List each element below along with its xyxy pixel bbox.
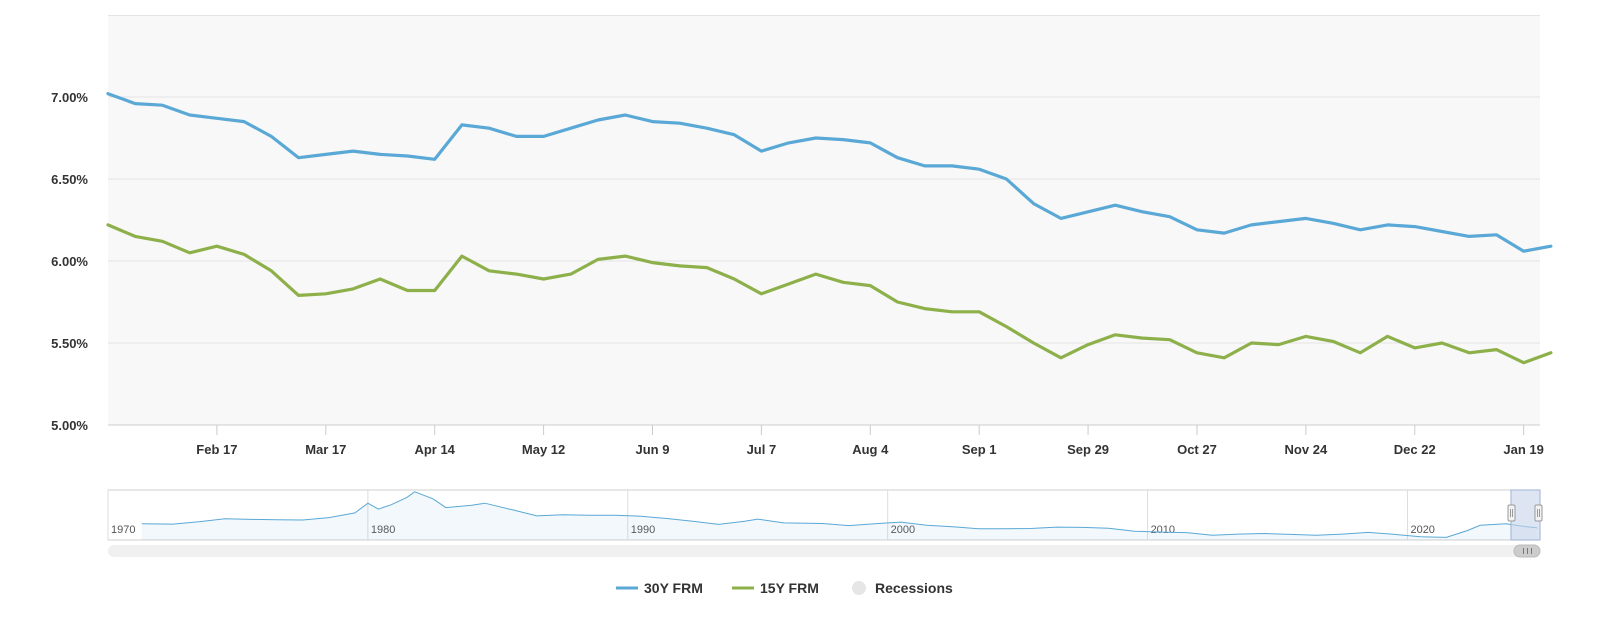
- navigator-year-label: 1980: [371, 524, 395, 536]
- x-tick-label: Jul 7: [747, 442, 777, 457]
- navigator-left-handle[interactable]: [1507, 504, 1516, 522]
- series-line-15y[interactable]: [106, 223, 1553, 365]
- recession-marker-icon: [852, 581, 866, 595]
- navigator-scrollbar-track[interactable]: [108, 545, 1540, 557]
- legend-label-30y: 30Y FRM: [644, 580, 703, 596]
- x-tick-label: Dec 22: [1394, 442, 1436, 457]
- x-tick-label: May 12: [522, 442, 565, 457]
- navigator-year-label: 2000: [891, 524, 915, 536]
- navigator-year-label: 1990: [631, 524, 655, 536]
- navigator-frame: [107, 489, 1541, 541]
- x-tick-label: Nov 24: [1285, 442, 1328, 457]
- navigator-year-label: 1970: [111, 524, 135, 536]
- x-tick-label: Apr 14: [414, 442, 455, 457]
- y-tick-label: 5.00%: [51, 418, 88, 433]
- navigator-series-line: [141, 491, 1538, 538]
- x-tick-label: Aug 4: [852, 442, 889, 457]
- navigator-right-handle[interactable]: [1534, 504, 1543, 522]
- x-tick-label: Oct 27: [1177, 442, 1217, 457]
- y-axis: 5.00% 5.50% 6.00% 6.50% 7.00%: [51, 90, 88, 433]
- x-axis: Feb 17 Mar 17 Apr 14 May 12 Jun 9 Jul 7 Aug 4 S…: [108, 424, 1544, 457]
- x-tick-label: Sep 1: [962, 442, 997, 457]
- x-tick-label: Jun 9: [636, 442, 670, 457]
- x-tick-label: Mar 17: [305, 442, 346, 457]
- legend-item-recessions[interactable]: Recessions: [852, 580, 953, 596]
- navigator-scrollbar-thumb[interactable]: [1513, 544, 1541, 558]
- x-tick-label: Sep 29: [1067, 442, 1109, 457]
- grip-icon: [1523, 548, 1532, 554]
- legend-label-recessions: Recessions: [875, 580, 953, 596]
- y-tick-label: 6.00%: [51, 254, 88, 269]
- y-tick-label: 7.00%: [51, 90, 88, 105]
- navigator[interactable]: 1970 1980 1990 2000 2010 2020: [107, 489, 1543, 558]
- x-tick-label: Feb 17: [196, 442, 237, 457]
- legend-item-15y[interactable]: 15Y FRM: [732, 580, 819, 596]
- legend: 30Y FRM 15Y FRM Recessions: [616, 580, 953, 596]
- x-tick-label: Jan 19: [1503, 442, 1543, 457]
- series-line-30y[interactable]: [106, 92, 1553, 253]
- y-tick-label: 6.50%: [51, 172, 88, 187]
- navigator-series: [141, 491, 1538, 540]
- navigator-year-label: 2010: [1151, 524, 1175, 536]
- plot-area: [108, 15, 1540, 425]
- navigator-year-label: 2020: [1410, 524, 1434, 536]
- navigator-area: [141, 491, 1538, 540]
- y-tick-label: 5.50%: [51, 336, 88, 351]
- legend-item-30y[interactable]: 30Y FRM: [616, 580, 703, 596]
- series-lines: [106, 92, 1553, 365]
- legend-label-15y: 15Y FRM: [760, 580, 819, 596]
